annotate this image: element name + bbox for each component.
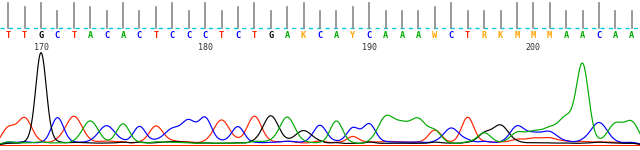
Text: T: T xyxy=(153,32,159,40)
Text: M: M xyxy=(531,32,536,40)
Text: M: M xyxy=(515,32,520,40)
Text: C: C xyxy=(596,32,602,40)
Text: A: A xyxy=(120,32,125,40)
Text: A: A xyxy=(629,32,634,40)
Text: C: C xyxy=(186,32,191,40)
Text: R: R xyxy=(481,32,487,40)
Text: 190: 190 xyxy=(362,43,377,52)
Text: C: C xyxy=(104,32,109,40)
Text: W: W xyxy=(432,32,438,40)
Text: T: T xyxy=(22,32,28,40)
Text: G: G xyxy=(38,32,44,40)
Text: M: M xyxy=(547,32,552,40)
Text: A: A xyxy=(383,32,388,40)
Text: C: C xyxy=(236,32,241,40)
Text: C: C xyxy=(202,32,208,40)
Text: A: A xyxy=(564,32,569,40)
Text: C: C xyxy=(170,32,175,40)
Text: K: K xyxy=(498,32,503,40)
Text: A: A xyxy=(399,32,404,40)
Text: A: A xyxy=(612,32,618,40)
Text: A: A xyxy=(580,32,585,40)
Text: A: A xyxy=(416,32,421,40)
Text: T: T xyxy=(219,32,224,40)
Text: T: T xyxy=(252,32,257,40)
Text: 180: 180 xyxy=(198,43,212,52)
Text: Y: Y xyxy=(350,32,355,40)
Text: C: C xyxy=(317,32,323,40)
Text: A: A xyxy=(285,32,290,40)
Text: C: C xyxy=(367,32,372,40)
Text: C: C xyxy=(137,32,142,40)
Text: T: T xyxy=(6,32,11,40)
Text: A: A xyxy=(88,32,93,40)
Text: 170: 170 xyxy=(33,43,49,52)
Text: A: A xyxy=(334,32,339,40)
Text: 200: 200 xyxy=(526,43,541,52)
Text: T: T xyxy=(465,32,470,40)
Text: C: C xyxy=(449,32,454,40)
Text: K: K xyxy=(301,32,306,40)
Text: T: T xyxy=(71,32,76,40)
Text: G: G xyxy=(268,32,273,40)
Text: C: C xyxy=(55,32,60,40)
